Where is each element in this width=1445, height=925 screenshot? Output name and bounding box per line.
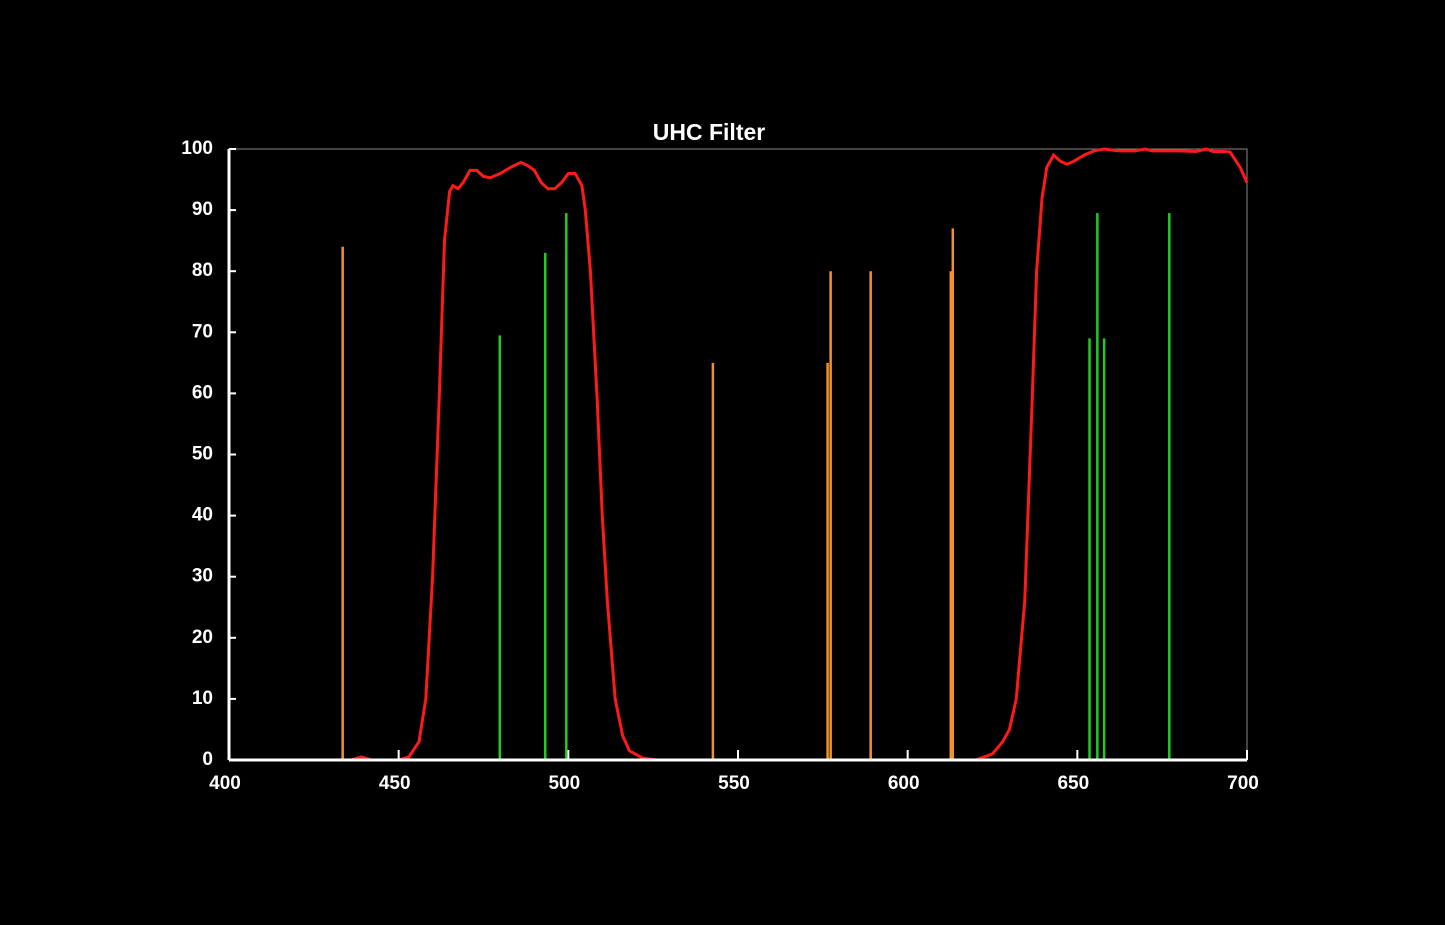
y-tick-label: 90 — [192, 199, 213, 220]
x-tick-label: 500 — [548, 773, 580, 794]
y-tick-label: 60 — [192, 382, 213, 403]
plot-frame — [228, 148, 1248, 761]
x-tick-label: 700 — [1227, 773, 1259, 794]
y-tick-label: 80 — [192, 260, 213, 281]
y-tick-label: 100 — [181, 138, 213, 159]
y-tick-label: 0 — [202, 749, 213, 770]
x-tick-label: 550 — [718, 773, 750, 794]
x-tick-label: 450 — [379, 773, 411, 794]
y-tick-label: 70 — [192, 321, 213, 342]
y-tick-label: 50 — [192, 444, 213, 465]
x-tick-label: 650 — [1057, 773, 1089, 794]
y-tick-label: 40 — [192, 505, 213, 526]
x-tick-label: 400 — [209, 773, 241, 794]
x-tick-label: 600 — [888, 773, 920, 794]
y-tick-label: 10 — [192, 688, 213, 709]
chart-title: UHC Filter — [653, 119, 766, 145]
y-tick-label: 20 — [192, 627, 213, 648]
y-tick-label: 30 — [192, 566, 213, 587]
transmission-curve — [229, 147, 1249, 762]
